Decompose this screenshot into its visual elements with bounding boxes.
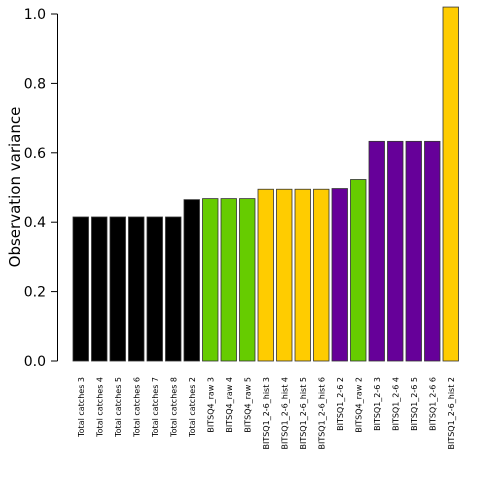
y-tick-label: 0.6 [24,146,46,162]
x-tick-label: Total catches 2 [188,377,197,438]
x-tick-label: BITSQ1_2-6_hist 5 [299,377,308,450]
bar [109,216,126,362]
x-tick-label: BITSQ1_2-6_hist 2 [447,377,456,450]
y-tick-label: 0.8 [24,76,46,92]
bar [165,216,182,362]
bar [405,140,422,362]
bar [239,198,256,362]
x-tick-label: BITSQ1_2-6 6 [428,377,437,431]
x-tick-label: BITSQ4_raw 4 [225,377,234,433]
bar [202,198,219,362]
x-tick-label: BITSQ1_2-6_hist 6 [317,377,326,450]
x-tick-label: Total catches 4 [95,377,104,438]
bar [128,216,145,362]
bar [72,216,89,362]
bar [91,216,108,362]
bar [183,199,200,362]
bar [220,198,237,362]
bar [350,179,367,362]
x-tick-label: BITSQ1_2-6 5 [410,377,419,431]
bar [257,188,274,362]
x-tick-label: BITSQ1_2-6_hist 4 [280,377,289,450]
y-tick-label: 1.0 [24,7,46,23]
x-tick-label: Total catches 7 [151,377,160,438]
bar [146,216,163,362]
y-tick-label: 0.0 [24,354,46,370]
y-axis-label: Observation variance [6,107,24,268]
x-tick-label: Total catches 6 [132,377,141,438]
bar [294,188,311,362]
x-tick-labels: Total catches 3 Total catches 4 Total catc… [77,377,456,450]
bars-group [72,6,459,362]
bar [331,188,348,362]
bar [442,6,459,362]
bar [387,140,404,362]
bar [276,188,293,362]
y-tick-label: 0.4 [24,215,46,231]
y-ticks: 0.0 0.2 0.4 0.6 0.8 1.0 [24,7,58,370]
bar [424,140,441,362]
y-tick-label: 0.2 [24,285,46,301]
bar [313,188,330,362]
x-tick-label: BITSQ4_raw 2 [354,377,363,433]
bar [368,140,385,362]
x-tick-label: Total catches 3 [77,377,86,438]
x-tick-label: BITSQ1_2-6 4 [391,377,400,431]
x-tick-label: BITSQ1_2-6 2 [336,377,345,431]
x-tick-label: BITSQ4_raw 3 [206,377,215,433]
x-tick-label: Total catches 8 [169,377,178,438]
x-tick-label: Total catches 5 [114,377,123,438]
x-tick-label: BITSQ4_raw 5 [243,377,252,433]
x-tick-label: BITSQ1_2-6_hist 3 [262,377,271,450]
x-tick-label: BITSQ1_2-6 3 [373,377,382,431]
